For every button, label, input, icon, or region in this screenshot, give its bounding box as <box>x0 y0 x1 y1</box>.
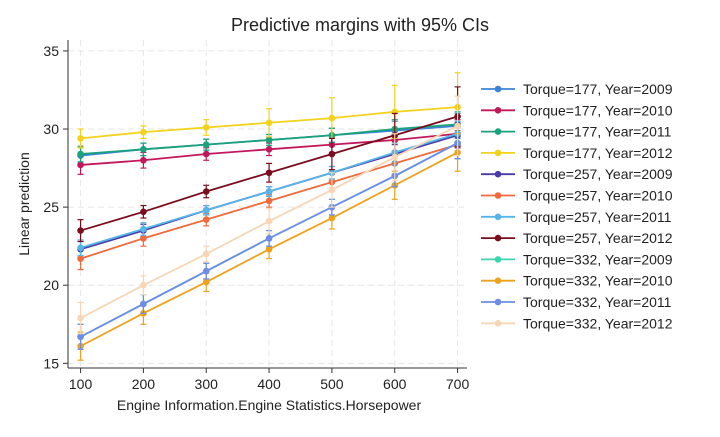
data-point <box>265 188 273 195</box>
legend-item: Torque=257, Year=2010 <box>481 188 673 204</box>
data-point <box>202 206 210 214</box>
x-axis-label: Engine Information.Engine Statistics.Hor… <box>117 397 422 413</box>
axis-layer: 15 20 25 30 35 100 200 300 400 500 600 700 <box>43 40 469 392</box>
data-point <box>202 141 210 148</box>
legend-label: Torque=332, Year=2010 <box>523 273 673 289</box>
x-tick-label: 500 <box>320 376 344 392</box>
data-point <box>140 128 147 136</box>
data-point <box>391 153 399 161</box>
legend-item: Torque=177, Year=2011 <box>481 124 672 140</box>
legend-label: Torque=332, Year=2012 <box>523 315 673 331</box>
legend-swatch-marker <box>494 170 502 178</box>
legend-label: Torque=177, Year=2009 <box>523 81 673 97</box>
data-point <box>265 136 273 144</box>
data-point <box>77 333 84 341</box>
y-tick-label: 20 <box>43 277 59 293</box>
legend-swatch-marker <box>494 298 502 306</box>
x-tick-label: 100 <box>69 376 93 392</box>
data-point <box>140 281 147 289</box>
legend-item: Torque=332, Year=2010 <box>481 273 673 289</box>
legend-swatch-marker <box>494 85 502 93</box>
data-point <box>77 314 84 322</box>
data-point <box>202 267 210 275</box>
data-point <box>265 245 273 253</box>
data-point <box>140 225 147 233</box>
data-point <box>202 188 210 195</box>
data-point <box>77 135 84 142</box>
x-tick-label: 400 <box>257 376 281 392</box>
data-point <box>77 150 84 158</box>
y-tick-label: 25 <box>43 199 59 215</box>
data-point <box>140 300 147 308</box>
data-point <box>328 150 336 158</box>
data-point <box>328 214 336 222</box>
y-tick-label: 30 <box>43 121 59 137</box>
x-tick-label: 700 <box>446 376 470 392</box>
x-tick-label: 300 <box>195 376 219 392</box>
legend-swatch-marker <box>494 149 502 157</box>
data-point <box>202 216 210 223</box>
data-point <box>265 146 273 153</box>
legend-label: Torque=257, Year=2012 <box>523 230 673 246</box>
legend-swatch-marker <box>494 213 502 221</box>
data-point <box>202 250 210 258</box>
data-point <box>140 235 147 242</box>
data-point <box>77 244 84 252</box>
x-tick-label: 600 <box>383 376 407 392</box>
legend-swatch-marker <box>494 256 502 263</box>
data-point <box>77 161 84 169</box>
legend-item: Torque=177, Year=2009 <box>481 81 673 97</box>
legend-item: Torque=332, Year=2011 <box>481 294 672 310</box>
x-tick-label: 200 <box>132 376 156 392</box>
data-point <box>202 278 210 286</box>
legend-label: Torque=177, Year=2010 <box>523 102 673 118</box>
series-layer <box>77 72 461 361</box>
legend-swatch-marker <box>494 320 502 327</box>
legend-label: Torque=257, Year=2010 <box>523 188 673 204</box>
legend-label: Torque=332, Year=2011 <box>523 294 672 310</box>
legend: Torque=177, Year=2009 Torque=177, Year=20… <box>481 81 673 331</box>
legend-item: Torque=257, Year=2009 <box>481 166 673 182</box>
legend-swatch-marker <box>494 277 502 285</box>
data-point <box>265 235 273 242</box>
legend-label: Torque=332, Year=2009 <box>523 251 673 267</box>
data-point <box>328 186 336 194</box>
data-point <box>454 122 461 130</box>
data-point <box>77 227 84 234</box>
legend-label: Torque=177, Year=2011 <box>523 124 672 140</box>
data-point <box>265 169 273 177</box>
data-point <box>265 197 273 205</box>
legend-swatch-marker <box>494 234 502 242</box>
data-point <box>265 217 273 225</box>
legend-label: Torque=257, Year=2009 <box>523 166 673 182</box>
series-12 <box>77 95 461 335</box>
chart-title: Predictive margins with 95% CIs <box>231 15 489 35</box>
legend-swatch-marker <box>494 128 502 135</box>
legend-item: Torque=332, Year=2012 <box>481 315 673 331</box>
data-point <box>265 119 273 127</box>
data-point <box>77 255 84 262</box>
legend-label: Torque=177, Year=2012 <box>523 145 673 161</box>
legend-swatch-marker <box>494 107 502 114</box>
legend-swatch-marker <box>494 192 502 199</box>
data-point <box>140 208 147 216</box>
legend-item: Torque=177, Year=2010 <box>481 102 673 118</box>
data-point <box>202 150 210 158</box>
y-tick-label: 15 <box>43 355 59 371</box>
legend-item: Torque=177, Year=2012 <box>481 145 673 161</box>
legend-item: Torque=332, Year=2009 <box>481 251 673 267</box>
y-axis-label: Linear prediction <box>16 152 32 256</box>
data-point <box>140 156 147 164</box>
y-tick-label: 35 <box>43 43 59 59</box>
data-point <box>202 124 210 131</box>
data-point <box>140 146 147 153</box>
legend-label: Torque=257, Year=2011 <box>523 209 672 225</box>
legend-item: Torque=257, Year=2011 <box>481 209 672 225</box>
data-point <box>328 114 336 122</box>
legend-item: Torque=257, Year=2012 <box>481 230 673 246</box>
